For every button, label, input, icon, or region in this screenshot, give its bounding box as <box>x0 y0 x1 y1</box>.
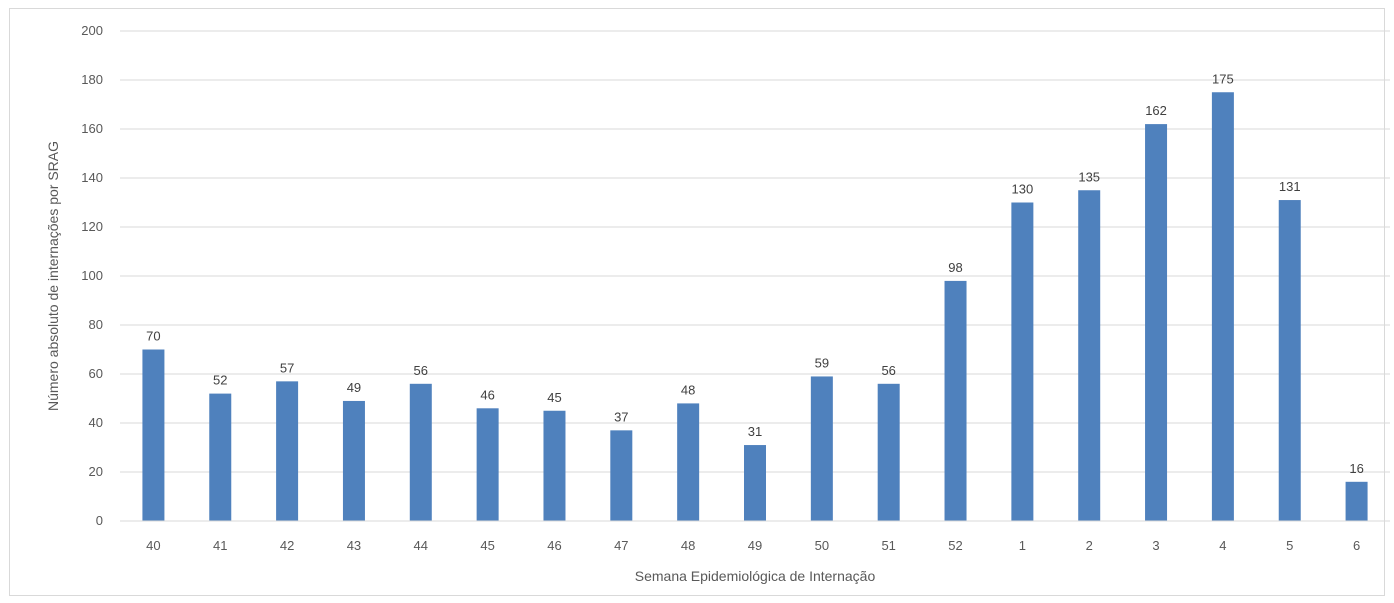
y-tick-label: 40 <box>89 415 103 430</box>
y-tick-label: 80 <box>89 317 103 332</box>
gridlines <box>120 30 1390 473</box>
data-label-week-50: 59 <box>815 355 829 370</box>
x-tick-label-week-43: 43 <box>347 538 361 553</box>
y-tick-label: 120 <box>81 219 103 234</box>
x-tick-label-week-5: 5 <box>1286 538 1293 553</box>
x-tick-label-week-4: 4 <box>1219 538 1226 553</box>
bar-week-6 <box>1345 481 1368 521</box>
x-tick-label-week-3: 3 <box>1152 538 1159 553</box>
x-tick-label-week-41: 41 <box>213 538 227 553</box>
bar-week-4 <box>1211 92 1234 521</box>
data-label-week-47: 37 <box>614 409 628 424</box>
data-label-week-42: 57 <box>280 360 294 375</box>
y-tick-label: 20 <box>89 464 103 479</box>
data-label-week-40: 70 <box>146 329 160 344</box>
bar-week-2 <box>1078 190 1101 521</box>
y-tick-label: 60 <box>89 366 103 381</box>
x-tick-label-week-1: 1 <box>1019 538 1026 553</box>
bar-week-3 <box>1145 124 1168 521</box>
x-tick-label-week-6: 6 <box>1353 538 1360 553</box>
y-tick-label: 140 <box>81 170 103 185</box>
bar-week-52 <box>944 280 967 521</box>
bars <box>142 92 1368 522</box>
data-label-week-49: 31 <box>748 424 762 439</box>
y-tick-label: 0 <box>96 513 103 528</box>
data-label-week-44: 56 <box>414 363 428 378</box>
bar-week-40 <box>142 349 165 521</box>
x-tick-label-week-48: 48 <box>681 538 695 553</box>
data-label-week-48: 48 <box>681 382 695 397</box>
bar-week-5 <box>1278 200 1301 522</box>
bar-week-49 <box>744 445 766 521</box>
bar-week-44 <box>409 383 432 521</box>
bar-week-51 <box>877 383 900 521</box>
data-labels: 70 52 57 49 56 46 45 37 48 31 59 56 98 130 135 162 175 13… <box>146 71 1364 476</box>
data-label-week-4: 175 <box>1212 71 1234 86</box>
y-tick-label: 180 <box>81 72 103 87</box>
x-tick-label-week-47: 47 <box>614 538 628 553</box>
data-label-week-45: 46 <box>480 387 494 402</box>
data-label-week-1: 130 <box>1012 182 1034 197</box>
bar-week-43 <box>342 400 365 521</box>
x-tick-label-week-51: 51 <box>881 538 895 553</box>
x-tick-label-week-46: 46 <box>547 538 561 553</box>
y-tick-label: 200 <box>81 23 103 38</box>
x-tick-label-week-40: 40 <box>146 538 160 553</box>
bar-week-45 <box>476 408 499 521</box>
bar-week-46 <box>543 410 566 521</box>
x-tick-label-week-44: 44 <box>414 538 428 553</box>
data-label-week-2: 135 <box>1078 169 1100 184</box>
data-label-week-5: 131 <box>1279 179 1301 194</box>
y-axis-title: Número absoluto de internações por SRAG <box>45 141 61 411</box>
bar-week-1 <box>1011 202 1034 521</box>
x-tick-label-week-42: 42 <box>280 538 294 553</box>
data-label-week-3: 162 <box>1145 103 1167 118</box>
y-axis-ticks: 0 20 40 60 80 100 120 140 160 180 200 <box>81 23 103 528</box>
data-label-week-52: 98 <box>948 260 962 275</box>
x-axis-ticks: 40 41 42 43 44 45 46 47 48 49 50 51 52 1 2 3 4 5 6 <box>146 538 1360 553</box>
x-tick-label-week-45: 45 <box>480 538 494 553</box>
x-tick-label-week-2: 2 <box>1086 538 1093 553</box>
data-label-week-51: 56 <box>881 363 895 378</box>
y-tick-label: 160 <box>81 121 103 136</box>
data-label-week-43: 49 <box>347 380 361 395</box>
bar-week-41 <box>209 393 232 521</box>
x-tick-label-week-50: 50 <box>815 538 829 553</box>
data-label-week-41: 52 <box>213 373 227 388</box>
data-label-week-6: 16 <box>1349 461 1363 476</box>
bar-week-47 <box>610 430 633 521</box>
data-label-week-46: 45 <box>547 390 561 405</box>
bar-week-42 <box>276 381 299 521</box>
y-tick-label: 100 <box>81 268 103 283</box>
x-tick-label-week-49: 49 <box>748 538 762 553</box>
bar-week-48 <box>677 403 700 521</box>
x-axis-title: Semana Epidemiológica de Internação <box>635 568 876 584</box>
bar-week-50 <box>810 376 833 521</box>
x-tick-label-week-52: 52 <box>948 538 962 553</box>
